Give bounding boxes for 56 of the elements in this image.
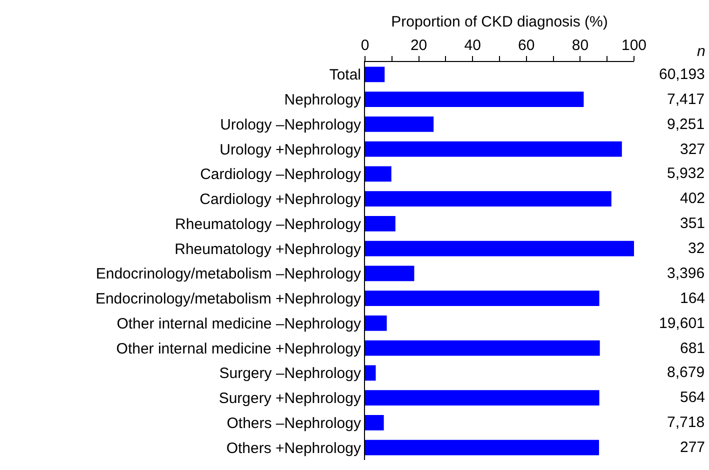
text: 60,193 — [659, 66, 705, 83]
x-tick-label: 100 — [621, 37, 647, 54]
text: 564 — [680, 389, 706, 406]
y-tick-label: Surgery –Nephrology — [219, 365, 362, 382]
x-tick-label: 20 — [410, 37, 428, 54]
y-tick-label: Urology –Nephrology — [220, 116, 362, 134]
x-tick-label: 0 — [360, 37, 370, 54]
bar — [365, 240, 634, 256]
bar — [365, 66, 385, 82]
y-tick-label: Other internal medicine –Nephrology — [116, 315, 362, 332]
text: 8,679 — [667, 364, 705, 381]
y-tick-label: Nephrology — [284, 92, 362, 109]
y-tick-label: Other internal medicine +Nephrology — [116, 340, 362, 358]
bar — [365, 216, 396, 232]
text: 402 — [680, 190, 706, 207]
y-tick-label: Others –Nephrology — [226, 414, 362, 432]
text: 3,396 — [667, 265, 705, 282]
y-tick-label: Total — [329, 66, 361, 84]
text: 7,417 — [667, 91, 705, 108]
bar — [365, 315, 387, 331]
y-tick-label: Cardiology +Nephrology — [200, 191, 362, 208]
bar — [365, 340, 600, 356]
x-axis-title: Proportion of CKD diagnosis (%) — [391, 13, 608, 30]
y-tick-label: Urology +Nephrology — [220, 141, 362, 158]
text: 19,601 — [659, 315, 705, 332]
bar — [365, 92, 584, 108]
x-tick-label: 40 — [464, 37, 481, 54]
y-tick-label: Others +Nephrology — [226, 440, 362, 457]
y-tick-label: Endocrinology/metabolism +Nephrology — [95, 290, 362, 308]
text: 164 — [680, 290, 706, 307]
bar — [365, 414, 384, 430]
bar — [365, 390, 600, 406]
bar — [365, 365, 376, 381]
bar — [365, 191, 612, 207]
text: 9,251 — [667, 116, 705, 133]
bar — [365, 116, 434, 132]
x-tick-label: 80 — [572, 37, 589, 54]
text: 277 — [680, 439, 706, 456]
y-tick-label: Rheumatology +Nephrology — [174, 240, 362, 258]
bar — [365, 166, 392, 182]
text: 351 — [680, 215, 706, 232]
x-tick-label: 60 — [518, 37, 535, 54]
bar — [365, 266, 414, 282]
text: 7,718 — [667, 414, 705, 431]
bar — [365, 440, 600, 456]
text: 32 — [688, 240, 705, 257]
text: n — [697, 43, 706, 60]
bar — [365, 290, 600, 306]
y-tick-label: Surgery +Nephrology — [218, 390, 362, 408]
text: 327 — [680, 141, 706, 158]
y-tick-label: Endocrinology/metabolism –Nephrology — [96, 266, 362, 283]
text: 5,932 — [667, 165, 705, 182]
text: 681 — [680, 340, 706, 357]
y-tick-label: Cardiology –Nephrology — [200, 166, 362, 184]
y-tick-label: Rheumatology –Nephrology — [175, 216, 362, 233]
bar — [365, 141, 622, 157]
